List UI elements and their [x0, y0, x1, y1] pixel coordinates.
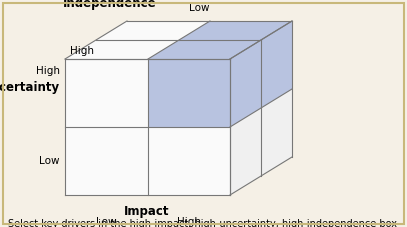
Polygon shape	[65, 127, 148, 195]
Text: Independence: Independence	[63, 0, 157, 10]
Text: Select key drivers in the high-impact, high-uncertainty, high-independence box: Select key drivers in the high-impact, h…	[9, 219, 398, 227]
Text: Impact: Impact	[124, 205, 170, 218]
Polygon shape	[65, 59, 148, 127]
Text: Low: Low	[189, 3, 209, 13]
Text: High: High	[36, 66, 60, 76]
Text: High: High	[70, 46, 94, 56]
Polygon shape	[148, 127, 230, 195]
Text: High: High	[177, 217, 201, 227]
Text: Low: Low	[96, 217, 116, 227]
Polygon shape	[148, 21, 292, 59]
Polygon shape	[230, 21, 292, 127]
Polygon shape	[230, 89, 292, 195]
Text: Low: Low	[39, 156, 60, 166]
Text: Uncertainty: Uncertainty	[0, 81, 60, 94]
Polygon shape	[65, 21, 210, 59]
Polygon shape	[148, 59, 230, 127]
